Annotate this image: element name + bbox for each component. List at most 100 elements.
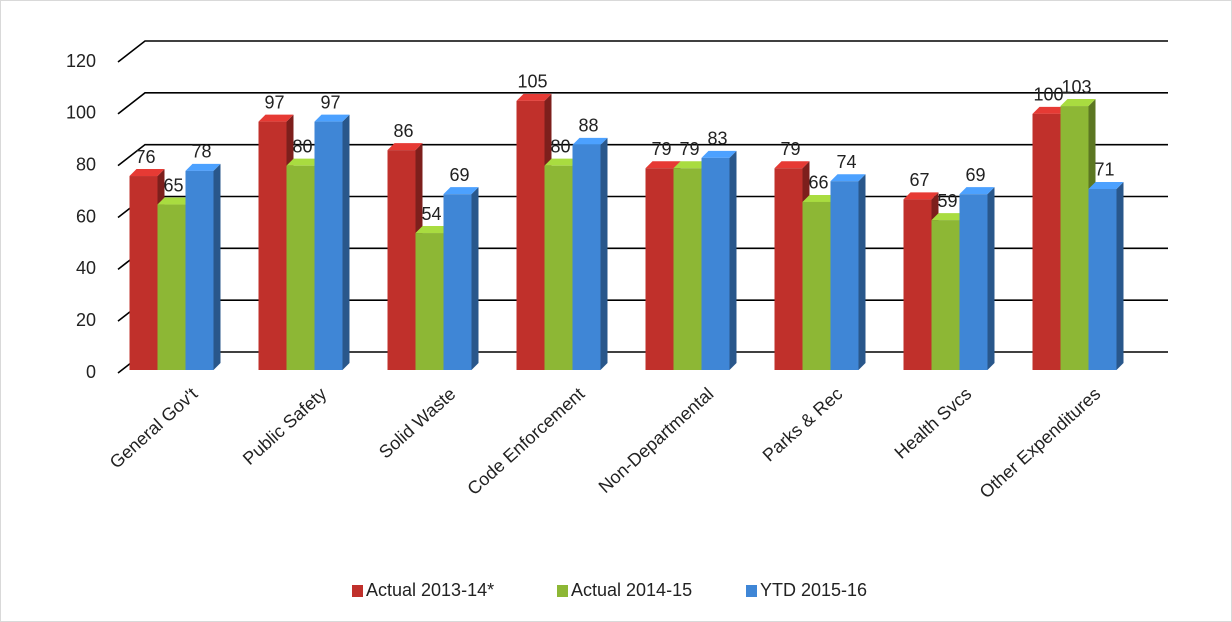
legend-label: Actual 2014-15 xyxy=(571,580,692,600)
bar-face xyxy=(129,176,158,370)
data-label: 71 xyxy=(1094,160,1114,180)
bar-side xyxy=(342,114,350,370)
bar-top xyxy=(185,163,221,171)
bar xyxy=(701,150,737,370)
bar-top xyxy=(157,197,193,205)
data-label: 69 xyxy=(449,165,469,185)
bar-top xyxy=(645,161,681,169)
bar-face xyxy=(415,233,444,370)
bar-face xyxy=(1088,188,1117,370)
data-label: 97 xyxy=(264,92,284,112)
grid-line xyxy=(117,143,1168,167)
bar-top xyxy=(544,158,580,166)
data-label: 59 xyxy=(937,191,957,211)
bar-top xyxy=(959,187,995,195)
bar-face xyxy=(931,220,960,370)
bar-top xyxy=(572,137,608,145)
data-label: 76 xyxy=(135,147,155,167)
bar-top xyxy=(701,150,737,158)
bar xyxy=(830,174,866,370)
bar-top xyxy=(673,161,709,169)
bar xyxy=(959,187,995,370)
bar-top xyxy=(903,192,939,200)
bar xyxy=(572,137,608,370)
data-label: 65 xyxy=(163,175,183,195)
data-label: 86 xyxy=(393,121,413,141)
bar-top xyxy=(516,93,552,101)
bar xyxy=(185,163,221,370)
grid-line xyxy=(117,40,1168,63)
data-label: 79 xyxy=(679,139,699,159)
legend-swatch xyxy=(746,585,757,597)
bar xyxy=(314,114,350,370)
data-label: 67 xyxy=(909,170,929,190)
data-label: 97 xyxy=(320,92,340,112)
y-tick-label: 80 xyxy=(76,154,96,174)
data-label: 69 xyxy=(965,165,985,185)
grid-line xyxy=(117,92,1168,115)
data-label: 88 xyxy=(578,116,598,136)
legend-swatch xyxy=(557,585,568,597)
bar-side xyxy=(600,137,608,370)
data-label: 80 xyxy=(550,136,570,156)
data-label: 79 xyxy=(651,139,671,159)
bar-face xyxy=(314,121,343,370)
bar-face xyxy=(1032,113,1061,370)
bar-top xyxy=(1088,181,1124,189)
bar-face xyxy=(903,199,932,370)
y-tick-label: 100 xyxy=(66,103,96,123)
bar-face xyxy=(774,168,803,370)
y-tick-label: 120 xyxy=(66,51,96,71)
bar-face xyxy=(516,100,545,370)
bar-face xyxy=(1060,106,1089,370)
bar-face xyxy=(258,121,287,370)
bar-top xyxy=(802,194,838,202)
y-tick-label: 40 xyxy=(76,258,96,278)
bar-face xyxy=(443,194,472,370)
legend-label: YTD 2015-16 xyxy=(760,580,867,600)
data-label: 54 xyxy=(421,204,441,224)
bar-top xyxy=(258,114,294,122)
bar-top xyxy=(774,161,810,169)
bar-top xyxy=(443,187,479,195)
data-label: 83 xyxy=(707,129,727,149)
bar-face xyxy=(673,168,702,370)
bar-top xyxy=(830,174,866,182)
bar-side xyxy=(1116,181,1124,370)
bar-face xyxy=(157,204,186,370)
bar xyxy=(516,93,552,370)
bar-top xyxy=(314,114,350,122)
bar-top xyxy=(387,143,423,151)
data-label: 80 xyxy=(292,136,312,156)
bar xyxy=(443,187,479,370)
bar-top xyxy=(415,226,451,234)
legend-swatch xyxy=(352,585,363,597)
bar-side xyxy=(213,163,221,370)
bar-side xyxy=(858,174,866,370)
bar-face xyxy=(387,150,416,370)
y-tick-label: 60 xyxy=(76,206,96,226)
data-label: 74 xyxy=(836,152,856,172)
bar-top xyxy=(1032,106,1068,114)
data-label: 66 xyxy=(808,173,828,193)
bar-top xyxy=(129,169,165,177)
bar-face xyxy=(572,144,601,370)
bar-top xyxy=(931,213,967,221)
data-label: 79 xyxy=(780,139,800,159)
data-label: 78 xyxy=(191,142,211,162)
bar-side xyxy=(987,187,995,370)
bar-side xyxy=(729,150,737,370)
bar-face xyxy=(830,181,859,370)
bar-face xyxy=(544,165,573,370)
y-tick-label: 0 xyxy=(86,362,96,382)
bar-top xyxy=(286,158,322,166)
bar-face xyxy=(959,194,988,370)
bar-face xyxy=(645,168,674,370)
bar-top xyxy=(1060,99,1096,107)
data-label: 100 xyxy=(1033,85,1063,105)
bar-face xyxy=(802,201,831,370)
y-tick-label: 20 xyxy=(76,310,96,330)
bar-face xyxy=(286,165,315,370)
